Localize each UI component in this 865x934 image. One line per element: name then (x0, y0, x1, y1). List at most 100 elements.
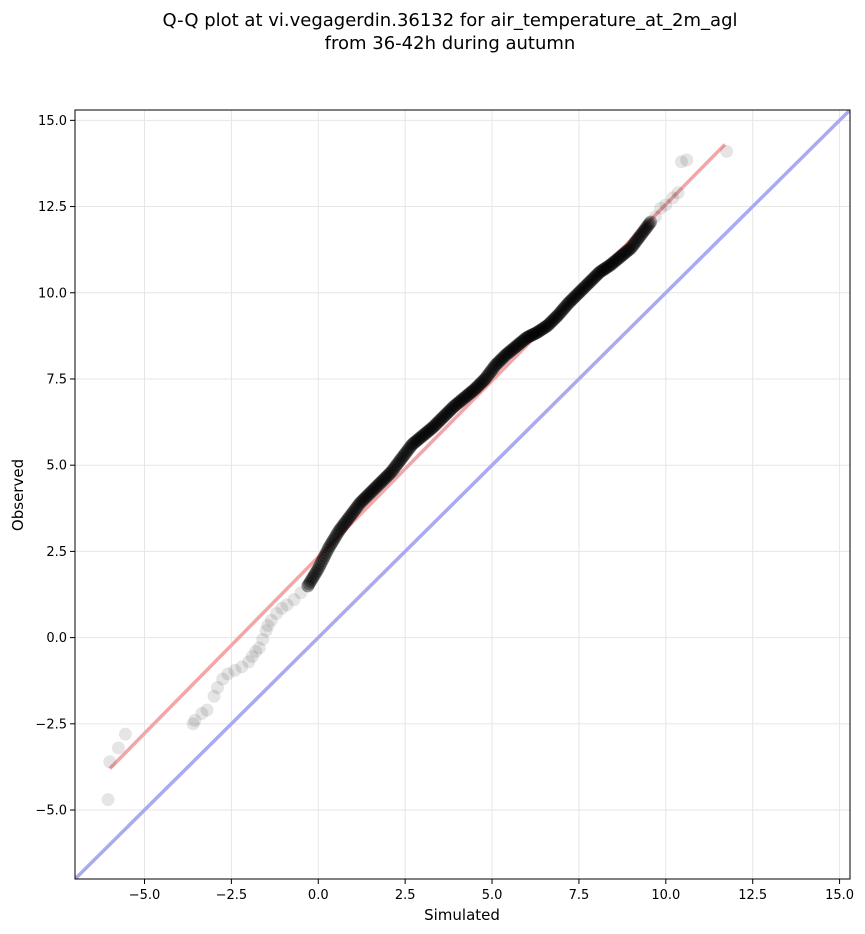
data-point (275, 601, 289, 615)
data-point (409, 434, 423, 448)
data-point (367, 482, 381, 496)
data-point (459, 390, 473, 404)
data-point (375, 474, 389, 488)
data-point (477, 373, 491, 387)
data-point (340, 513, 354, 527)
data-point (474, 376, 488, 390)
data-point (416, 429, 430, 443)
data-point (427, 419, 441, 433)
x-tick-label: 7.5 (569, 888, 590, 903)
data-point (418, 427, 432, 441)
data-point (597, 262, 611, 276)
x-tick-label: 15.0 (825, 888, 854, 903)
data-point (361, 488, 375, 502)
data-point (388, 460, 402, 474)
data-point (378, 472, 392, 486)
data-point (641, 219, 655, 233)
data-point (575, 283, 589, 297)
data-point (533, 324, 547, 338)
data-point (352, 498, 366, 512)
data-point (495, 352, 509, 366)
data-point (423, 422, 437, 436)
data-point (659, 198, 673, 212)
data-point (567, 291, 581, 305)
data-point (259, 624, 273, 638)
data-point (541, 319, 555, 333)
data-point (430, 416, 444, 430)
data-point (636, 225, 650, 239)
data-point (585, 273, 599, 287)
data-point (425, 421, 439, 435)
y-tick-label: 5.0 (46, 459, 67, 474)
data-point (370, 479, 384, 493)
data-point (315, 554, 329, 568)
data-point (614, 250, 628, 264)
data-point (302, 577, 316, 591)
data-point (432, 414, 446, 428)
data-point (466, 383, 480, 397)
data-point (118, 727, 132, 741)
data-point (389, 458, 403, 472)
data-point (362, 487, 376, 501)
data-point (482, 367, 496, 381)
data-point (318, 549, 332, 563)
data-point (392, 455, 406, 469)
data-point (346, 505, 360, 519)
data-point (335, 520, 349, 534)
data-point (530, 325, 544, 339)
data-point (374, 475, 388, 489)
data-point (624, 241, 638, 255)
data-point (443, 403, 457, 417)
data-point (435, 411, 449, 425)
data-point (638, 222, 652, 236)
data-point (472, 378, 486, 392)
data-point (365, 484, 379, 498)
data-point (421, 425, 435, 439)
data-point (324, 537, 338, 551)
data-point (455, 393, 469, 407)
data-point (457, 391, 471, 405)
data-point (327, 532, 341, 546)
data-point (518, 332, 532, 346)
data-point (332, 524, 346, 538)
data-point (637, 224, 651, 238)
data-point (490, 357, 504, 371)
data-point (330, 528, 344, 542)
data-point (494, 353, 508, 367)
data-point (629, 234, 643, 248)
data-point (186, 717, 200, 731)
data-point (280, 598, 294, 612)
data-point (564, 294, 578, 308)
data-point (235, 660, 249, 674)
data-point (316, 551, 330, 565)
data-point (373, 477, 387, 491)
data-point (526, 327, 540, 341)
data-point (449, 397, 463, 411)
data-point (578, 279, 592, 293)
data-point (320, 544, 334, 558)
data-point (515, 335, 529, 349)
data-point (403, 441, 417, 455)
data-point (307, 568, 321, 582)
data-point (558, 301, 572, 315)
data-point (591, 266, 605, 280)
data-point (353, 496, 367, 510)
y-tick-label: 15.0 (38, 114, 67, 129)
data-point (393, 453, 407, 467)
chart-title-line-2: from 36-42h during autumn (325, 33, 576, 54)
data-point (382, 468, 396, 482)
data-point (111, 741, 125, 755)
data-point (305, 572, 319, 586)
data-point (228, 663, 242, 677)
quantile-points (101, 144, 734, 807)
data-point (384, 465, 398, 479)
data-point (633, 229, 647, 243)
data-point (496, 350, 510, 364)
data-point (216, 672, 230, 686)
grid-lines (75, 110, 850, 879)
data-point (674, 155, 688, 169)
data-point (610, 253, 624, 267)
data-point (619, 245, 633, 259)
data-point (438, 409, 452, 423)
data-point (512, 337, 526, 351)
